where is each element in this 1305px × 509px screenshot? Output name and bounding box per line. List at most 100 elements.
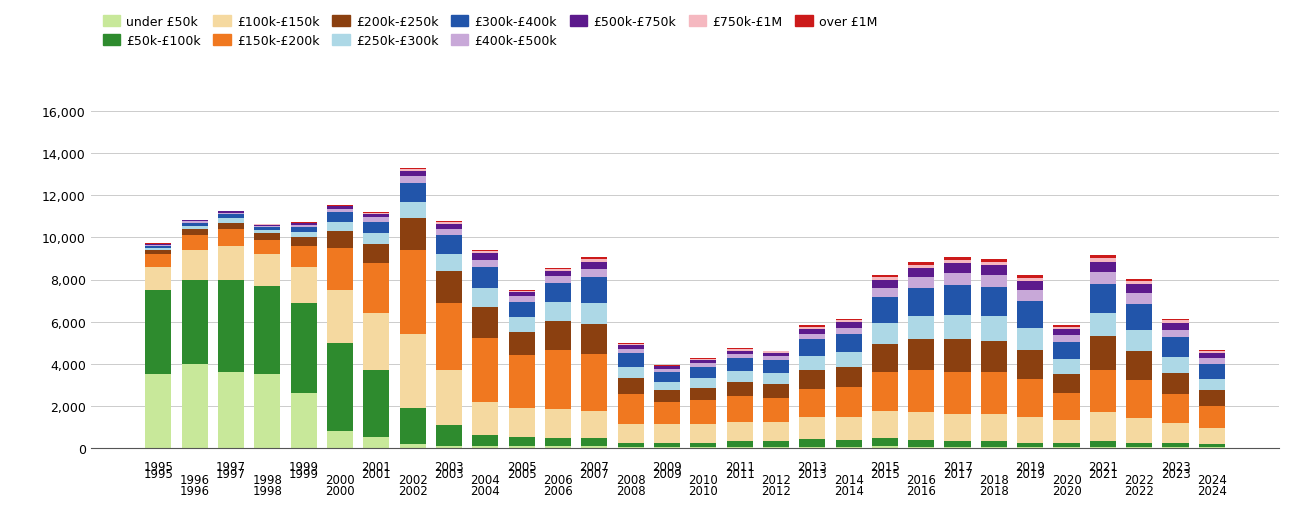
Bar	[799, 439, 825, 447]
Bar	[1126, 285, 1152, 294]
Bar	[945, 257, 971, 260]
Bar	[1053, 420, 1079, 443]
Bar	[1199, 350, 1225, 352]
Bar	[945, 264, 971, 274]
Bar	[145, 250, 171, 254]
Bar	[763, 374, 790, 384]
Bar	[581, 269, 607, 278]
Bar	[1053, 342, 1079, 360]
Bar	[981, 373, 1007, 414]
Bar	[1126, 381, 1152, 418]
Bar	[1199, 447, 1225, 448]
Bar	[617, 349, 643, 353]
Bar	[1090, 256, 1116, 259]
Bar	[509, 446, 535, 448]
Bar	[908, 412, 934, 441]
Bar	[981, 276, 1007, 287]
Bar	[835, 334, 861, 352]
Bar	[981, 414, 1007, 442]
Bar	[835, 352, 861, 367]
Text: 2010: 2010	[689, 484, 718, 497]
Bar	[181, 280, 207, 364]
Bar	[581, 446, 607, 448]
Bar	[218, 373, 244, 448]
Text: 2012: 2012	[761, 473, 791, 486]
Bar	[328, 431, 354, 448]
Bar	[872, 446, 898, 448]
Bar	[436, 303, 462, 370]
Bar	[799, 334, 825, 340]
Bar	[1126, 443, 1152, 447]
Bar	[1053, 329, 1079, 335]
Text: 2019: 2019	[1015, 461, 1045, 473]
Bar	[1163, 337, 1189, 358]
Text: 1997: 1997	[217, 467, 247, 480]
Bar	[1017, 350, 1043, 380]
Bar	[727, 442, 753, 447]
Bar	[254, 375, 281, 448]
Bar	[1017, 328, 1043, 350]
Bar	[399, 250, 425, 334]
Bar	[617, 344, 643, 345]
Bar	[436, 236, 462, 254]
Bar	[1163, 323, 1189, 330]
Text: 2007: 2007	[579, 467, 609, 480]
Bar	[654, 373, 680, 382]
Bar	[835, 321, 861, 323]
Bar	[835, 387, 861, 417]
Bar	[254, 228, 281, 231]
Bar	[1053, 335, 1079, 342]
Bar	[654, 382, 680, 390]
Text: 1999: 1999	[288, 461, 318, 473]
Bar	[545, 409, 572, 438]
Bar	[1017, 278, 1043, 281]
Bar	[872, 411, 898, 438]
Bar	[617, 424, 643, 443]
Text: 2000: 2000	[325, 473, 355, 486]
Bar	[399, 334, 425, 408]
Bar	[545, 321, 572, 350]
Bar	[799, 340, 825, 357]
Bar	[1199, 429, 1225, 444]
Text: 2024: 2024	[1197, 473, 1227, 486]
Bar	[218, 246, 244, 280]
Bar	[181, 227, 207, 230]
Bar	[727, 397, 753, 421]
Bar	[363, 215, 389, 218]
Bar	[1199, 364, 1225, 379]
Bar	[835, 447, 861, 448]
Bar	[328, 207, 354, 210]
Bar	[763, 357, 790, 361]
Bar	[509, 355, 535, 408]
Bar	[872, 275, 898, 277]
Bar	[436, 222, 462, 224]
Bar	[218, 219, 244, 223]
Text: 2001: 2001	[361, 461, 391, 473]
Bar	[654, 369, 680, 373]
Bar	[690, 443, 716, 447]
Bar	[509, 408, 535, 437]
Bar	[945, 373, 971, 414]
Bar	[291, 393, 317, 448]
Bar	[908, 269, 934, 278]
Bar	[654, 402, 680, 424]
Bar	[872, 438, 898, 446]
Text: 2008: 2008	[616, 484, 646, 497]
Bar	[254, 234, 281, 240]
Bar	[1126, 447, 1152, 448]
Bar	[581, 411, 607, 438]
Text: 2020: 2020	[1052, 484, 1082, 497]
Bar	[981, 287, 1007, 317]
Bar	[1126, 351, 1152, 381]
Bar	[727, 351, 753, 354]
Bar	[981, 260, 1007, 262]
Bar	[727, 382, 753, 397]
Bar	[472, 250, 499, 251]
Text: 2018: 2018	[979, 473, 1009, 486]
Text: 2015: 2015	[870, 467, 899, 480]
Bar	[908, 288, 934, 317]
Bar	[218, 223, 244, 230]
Bar	[945, 442, 971, 447]
Bar	[1199, 379, 1225, 390]
Bar	[835, 328, 861, 334]
